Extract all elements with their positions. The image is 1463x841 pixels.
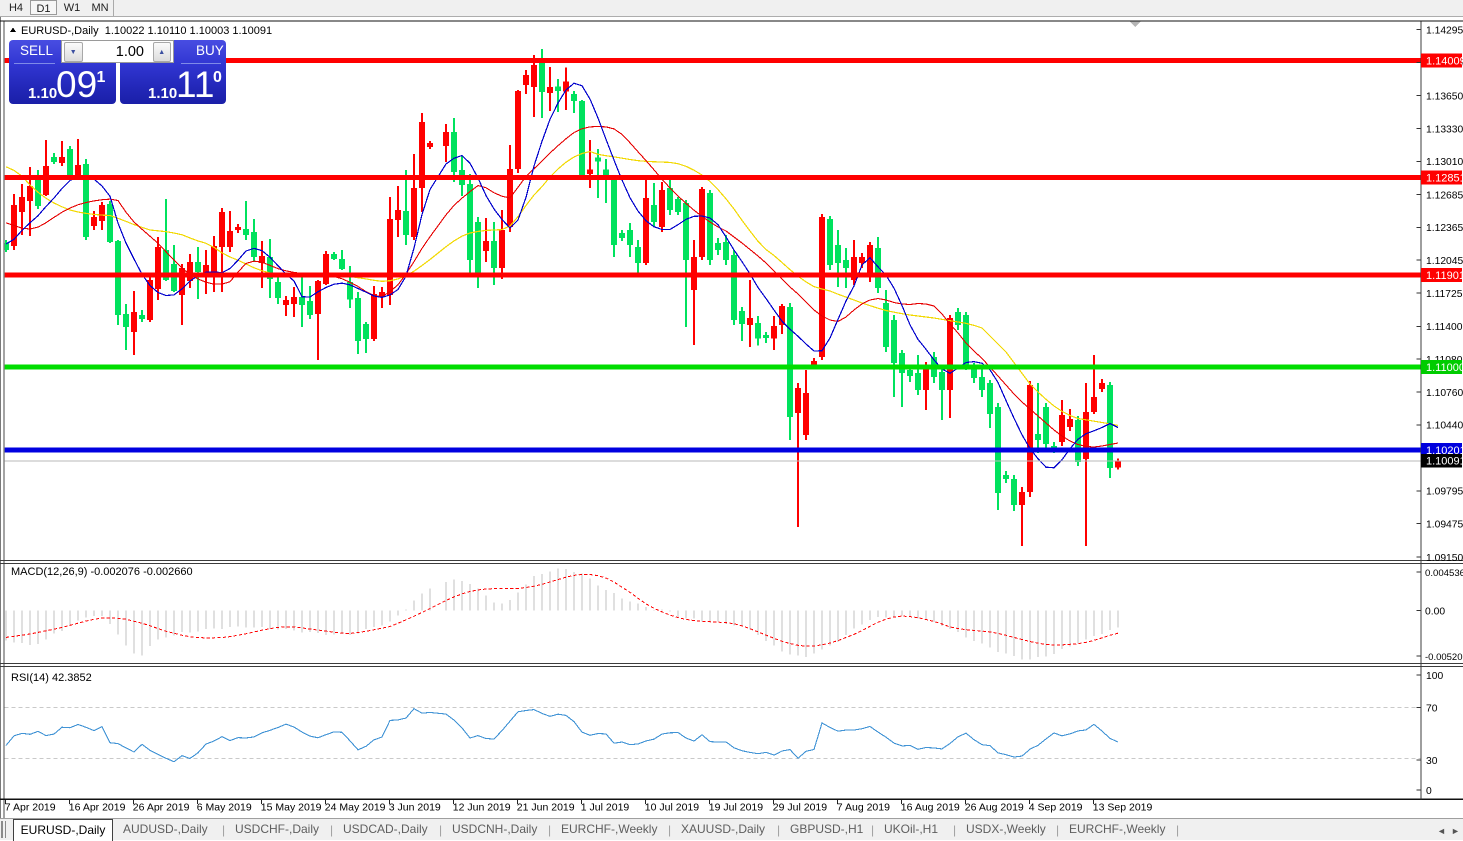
svg-text:29 Jul 2019: 29 Jul 2019 [773,802,827,814]
svg-text:0: 0 [1426,786,1432,797]
svg-text:1.11725: 1.11725 [1426,289,1463,300]
svg-text:1.09150: 1.09150 [1426,553,1463,564]
svg-text:10 Jul 2019: 10 Jul 2019 [645,802,699,814]
svg-text:6 May 2019: 6 May 2019 [197,802,252,814]
svg-text:0.00: 0.00 [1425,606,1445,617]
svg-text:12 Jun 2019: 12 Jun 2019 [453,802,511,814]
svg-text:70: 70 [1426,703,1438,714]
svg-text:1.11901: 1.11901 [1426,270,1463,282]
svg-text:1.10440: 1.10440 [1426,421,1463,432]
svg-text:15 May 2019: 15 May 2019 [261,802,322,814]
svg-text:1.10760: 1.10760 [1426,388,1463,399]
svg-text:21 Jun 2019: 21 Jun 2019 [517,802,575,814]
svg-text:7 Aug 2019: 7 Aug 2019 [837,802,890,814]
svg-text:EURUSD-,Daily 1.10022 1.10110: EURUSD-,Daily 1.10022 1.10110 1.10003 1.… [21,25,272,37]
svg-text:1.14295: 1.14295 [1426,25,1463,36]
svg-text:1.09795: 1.09795 [1426,487,1463,498]
svg-text:26 Aug 2019: 26 Aug 2019 [965,802,1024,814]
svg-text:1.13650: 1.13650 [1426,92,1463,103]
svg-text:-0.005205: -0.005205 [1425,652,1463,663]
svg-text:4 Sep 2019: 4 Sep 2019 [1029,802,1083,814]
svg-text:100: 100 [1426,671,1443,682]
svg-text:13 Sep 2019: 13 Sep 2019 [1093,802,1153,814]
svg-text:1.12685: 1.12685 [1426,190,1463,201]
svg-text:1 Jul 2019: 1 Jul 2019 [581,802,630,814]
svg-text:1.12851: 1.12851 [1426,172,1463,184]
svg-text:1.11400: 1.11400 [1426,322,1463,333]
svg-text:16 Aug 2019: 16 Aug 2019 [901,802,960,814]
svg-text:1.13330: 1.13330 [1426,124,1463,135]
svg-text:30: 30 [1426,756,1438,767]
svg-text:1.12045: 1.12045 [1426,256,1463,267]
svg-text:1.11000: 1.11000 [1426,362,1463,374]
svg-text:24 May 2019: 24 May 2019 [325,802,386,814]
svg-text:26 Apr 2019: 26 Apr 2019 [133,802,190,814]
svg-text:MACD(12,26,9) -0.002076 -0.002: MACD(12,26,9) -0.002076 -0.002660 [11,566,193,578]
svg-text:1.12365: 1.12365 [1426,223,1463,234]
svg-text:1.10091: 1.10091 [1426,455,1463,467]
svg-text:16 Apr 2019: 16 Apr 2019 [69,802,126,814]
svg-text:0.004536: 0.004536 [1425,568,1463,579]
svg-text:19 Jul 2019: 19 Jul 2019 [709,802,763,814]
svg-text:1.09475: 1.09475 [1426,520,1463,531]
svg-text:3 Jun 2019: 3 Jun 2019 [389,802,441,814]
svg-text:7 Apr 2019: 7 Apr 2019 [5,802,56,814]
svg-text:1.13010: 1.13010 [1426,157,1463,168]
svg-text:1.14009: 1.14009 [1426,55,1463,67]
svg-text:RSI(14) 42.3852: RSI(14) 42.3852 [11,672,92,684]
